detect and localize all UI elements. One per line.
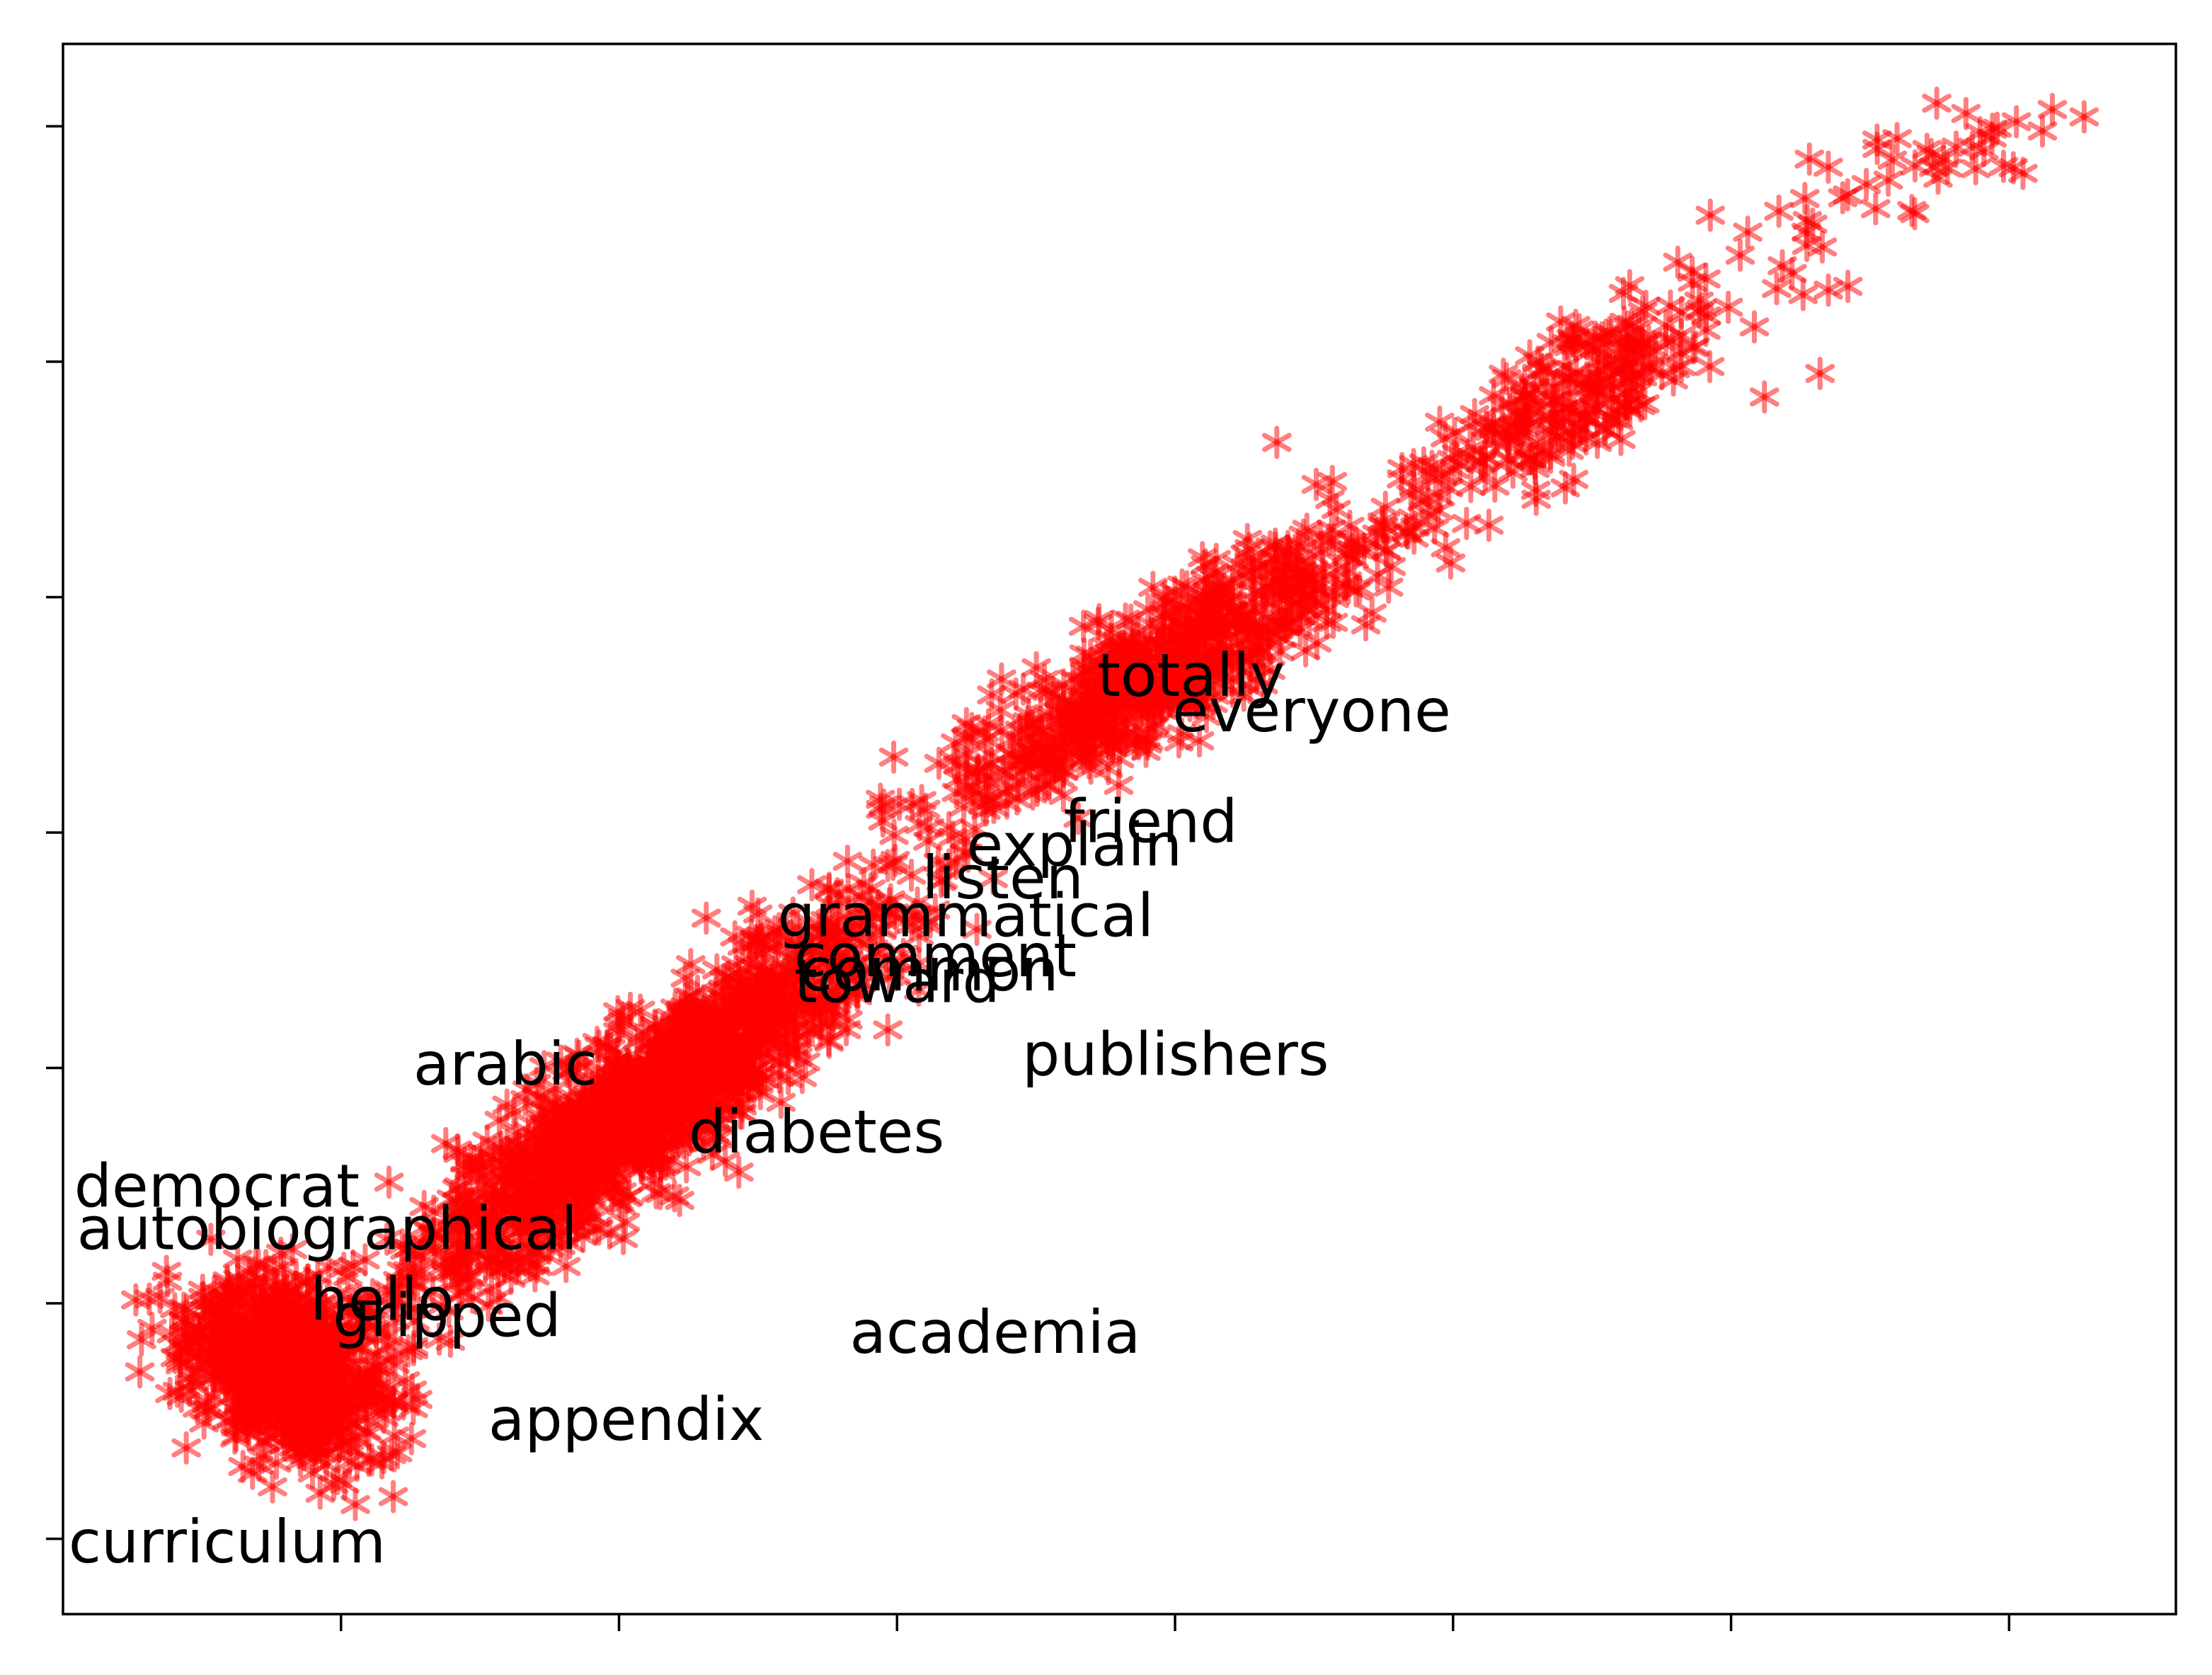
scatter-point bbox=[196, 1223, 226, 1257]
word-label-autobiographical: autobiographical bbox=[77, 1194, 578, 1264]
word-label-gripped: gripped bbox=[333, 1281, 561, 1351]
word-label-arabic: arabic bbox=[413, 1029, 597, 1099]
word-label-everyone: everyone bbox=[1172, 676, 1451, 745]
word-label-toward: toward bbox=[794, 947, 1000, 1016]
word-label-appendix: appendix bbox=[488, 1385, 764, 1454]
word-label-publishers: publishers bbox=[1022, 1019, 1329, 1089]
word-label-academia: academia bbox=[850, 1298, 1141, 1367]
word-label-curriculum: curriculum bbox=[69, 1507, 386, 1577]
marker-layer bbox=[121, 86, 2099, 1521]
word-label-diabetes: diabetes bbox=[689, 1097, 945, 1167]
